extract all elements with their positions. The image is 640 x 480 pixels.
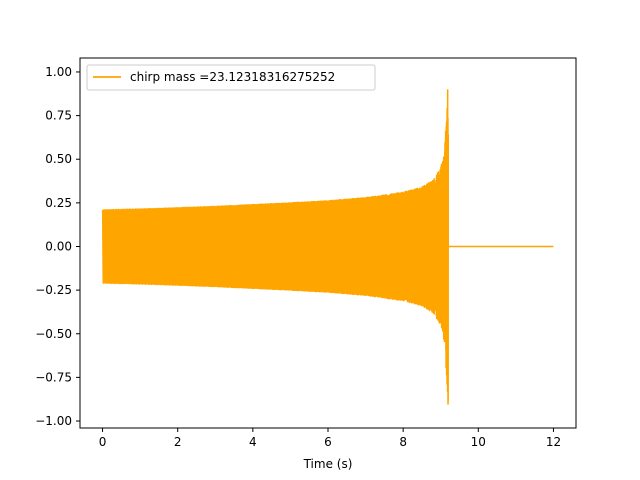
x-axis-label: Time (s) <box>303 457 353 471</box>
y-tick-label: 0.75 <box>45 109 72 123</box>
y-tick-label: 0.25 <box>45 196 72 210</box>
wave-series <box>101 89 554 405</box>
y-axis-ticks: −1.00 −0.75 −0.50 −0.25 0.00 0.25 0.50 0.75 1.00 <box>35 65 80 428</box>
x-tick-label: 8 <box>399 435 407 449</box>
legend-label: chirp mass =23.12318316275252 <box>130 70 335 84</box>
x-tick-label: 12 <box>546 435 561 449</box>
legend-box <box>86 64 376 91</box>
x-tick-label: 10 <box>471 435 486 449</box>
series-line <box>101 89 554 405</box>
x-tick-label: 2 <box>174 435 182 449</box>
x-tick-label: 4 <box>249 435 257 449</box>
y-tick-label: 1.00 <box>45 65 72 79</box>
legend: chirp mass =23.12318316275252 <box>86 64 376 91</box>
y-tick-label: −0.50 <box>35 327 72 341</box>
y-tick-label: 0.00 <box>45 239 72 253</box>
y-tick-label: −0.25 <box>35 283 72 297</box>
x-tick-label: 0 <box>99 435 107 449</box>
y-tick-label: −1.00 <box>35 414 72 428</box>
y-tick-label: −0.75 <box>35 370 72 384</box>
x-tick-label: 6 <box>324 435 332 449</box>
y-tick-label: 0.50 <box>45 152 72 166</box>
x-axis-ticks: 0 2 4 6 8 10 12 <box>99 428 561 449</box>
